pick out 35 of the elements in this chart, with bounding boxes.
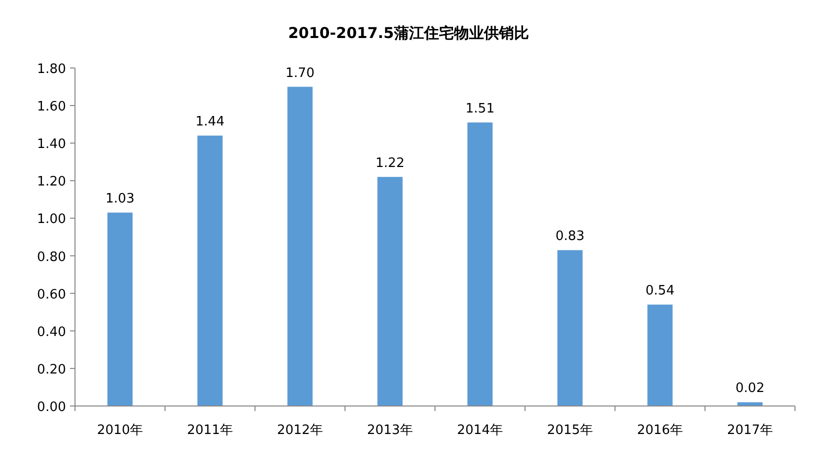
bar xyxy=(287,86,313,406)
bar xyxy=(557,250,583,406)
chart-title: 2010-2017.5蒲江住宅物业供销比 xyxy=(288,24,529,42)
x-tick-label: 2010年 xyxy=(96,423,144,438)
bar xyxy=(737,402,763,406)
x-tick-label: 2015年 xyxy=(546,423,594,438)
x-tick-label: 2014年 xyxy=(456,423,504,438)
y-tick-label: 1.00 xyxy=(37,212,66,228)
data-label: 0.54 xyxy=(646,284,674,299)
data-label: 0.02 xyxy=(736,381,764,396)
x-tick-label: 2012年 xyxy=(276,423,324,438)
y-tick-label: 0.00 xyxy=(37,400,66,415)
data-label: 1.44 xyxy=(196,114,224,130)
x-tick-label: 2013年 xyxy=(366,423,414,438)
y-tick-label: 0.20 xyxy=(37,362,66,378)
data-label: 1.70 xyxy=(286,66,314,81)
data-label: 0.83 xyxy=(556,229,584,244)
y-tick-label: 1.80 xyxy=(37,62,66,77)
y-tick-label: 1.40 xyxy=(37,137,66,152)
data-label: 1.03 xyxy=(106,192,134,207)
y-tick-label: 0.80 xyxy=(37,250,66,265)
bar xyxy=(197,136,223,406)
y-tick-label: 1.60 xyxy=(37,100,66,115)
x-tick-label: 2017年 xyxy=(726,423,774,438)
bar xyxy=(647,304,673,406)
y-tick-label: 1.20 xyxy=(37,174,66,190)
y-tick-label: 0.40 xyxy=(37,324,66,340)
bar xyxy=(107,212,133,406)
x-tick-label: 2016年 xyxy=(636,423,684,438)
data-label: 1.51 xyxy=(466,101,494,116)
data-label: 1.22 xyxy=(376,156,404,171)
y-tick-label: 0.60 xyxy=(37,287,66,302)
bar xyxy=(467,122,493,406)
x-tick-label: 2011年 xyxy=(186,423,234,438)
bar xyxy=(377,176,403,406)
